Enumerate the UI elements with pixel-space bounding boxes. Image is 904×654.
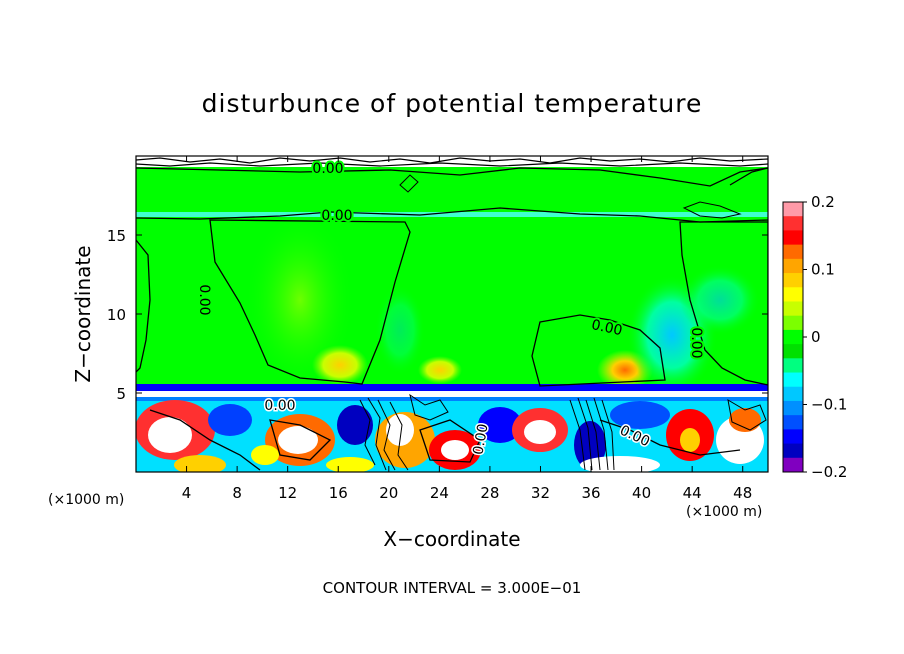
contour-lines bbox=[136, 167, 768, 471]
x-axis-unit: (×1000 m) bbox=[48, 492, 124, 508]
colorbar-tick-label: −0.2 bbox=[811, 463, 847, 481]
contour-line-bl-2 bbox=[269, 419, 332, 461]
x-tick-label: 4 bbox=[182, 484, 192, 502]
contour-interval-note: CONTOUR INTERVAL = 3.000E−01 bbox=[323, 579, 582, 597]
contour-label: 0.00 bbox=[312, 161, 343, 177]
colorbar-swatch bbox=[783, 216, 803, 231]
y-tick-label: 10 bbox=[107, 306, 126, 324]
colorbar-swatch bbox=[783, 273, 803, 288]
chart-title: disturbunce of potential temperature bbox=[202, 89, 703, 118]
contour-label: 0.00 bbox=[688, 327, 704, 358]
contour-line-right-cell bbox=[679, 221, 768, 386]
contour-line-bl-1 bbox=[149, 409, 261, 471]
contour-line-left-cell bbox=[209, 219, 411, 385]
field-top-contours bbox=[136, 157, 768, 167]
y-tick-label: 15 bbox=[107, 227, 126, 245]
field-cool-region bbox=[680, 265, 760, 335]
contour-line-bl-4 bbox=[599, 419, 741, 456]
x-tick-label: 40 bbox=[632, 484, 651, 502]
contour-line-bl-3 bbox=[419, 419, 481, 463]
contour-label: 0.00 bbox=[264, 398, 295, 414]
field-inversion-layer bbox=[136, 391, 768, 397]
colorbar-tick-label: 0 bbox=[811, 328, 821, 346]
x-tick-label: 8 bbox=[232, 484, 242, 502]
y-tick-label: 5 bbox=[116, 385, 126, 403]
z-axis-unit: (×1000 m) bbox=[686, 504, 762, 520]
field-cool-region bbox=[375, 285, 425, 375]
x-axis-label: X−coordinate bbox=[383, 527, 520, 551]
colorbar-swatch bbox=[783, 301, 803, 317]
y-axis-label: Z−coordinate bbox=[71, 245, 95, 382]
contour-line-left-edge bbox=[136, 239, 151, 373]
colorbar-swatch bbox=[783, 358, 803, 374]
field-tropopause-band bbox=[136, 212, 768, 217]
colorbar-swatch bbox=[783, 429, 803, 445]
colorbar-swatch bbox=[783, 202, 803, 217]
colorbar-tick-label: 0.1 bbox=[811, 261, 835, 279]
x-tick-label: 36 bbox=[581, 484, 600, 502]
field-warm-region bbox=[245, 210, 355, 390]
x-tick-label: 16 bbox=[329, 484, 348, 502]
contour-line-upper bbox=[136, 167, 768, 187]
y-axis-ticks: 5 10 15 bbox=[107, 227, 768, 403]
contour-line-tropopause bbox=[136, 207, 768, 223]
colorbar-swatch bbox=[783, 329, 803, 345]
contour-label: 0.00 bbox=[321, 208, 352, 224]
colorbar-swatch bbox=[783, 244, 803, 260]
colorbar-tick-label: 0.2 bbox=[811, 193, 835, 211]
contour-line-top-right bbox=[729, 167, 768, 186]
colorbar-swatch bbox=[783, 386, 803, 402]
colorbar-tick-label: −0.1 bbox=[811, 396, 847, 414]
colorbar-swatch bbox=[783, 258, 803, 274]
colorbar-swatch bbox=[783, 400, 803, 416]
plot-area: 0.00 0.00 0.00 0.00 0.00 0.00 0.00 0.00 bbox=[136, 156, 768, 472]
colorbar-swatch bbox=[783, 372, 803, 388]
field-inversion-layer bbox=[136, 397, 768, 401]
colorbar-swatch bbox=[783, 415, 803, 430]
field-inversion-layer bbox=[136, 384, 768, 391]
field-warm-region bbox=[312, 345, 368, 385]
contour-line-cluster bbox=[359, 174, 767, 471]
colorbar-swatch bbox=[783, 230, 803, 246]
colorbar-swatch bbox=[783, 315, 803, 331]
x-tick-label: 12 bbox=[278, 484, 297, 502]
x-tick-label: 32 bbox=[531, 484, 550, 502]
contour-label: 0.00 bbox=[196, 284, 212, 315]
colorbar-swatch bbox=[783, 344, 803, 359]
colorbar-swatch bbox=[783, 443, 803, 459]
colorbar-swatch bbox=[783, 457, 803, 473]
x-tick-label: 48 bbox=[733, 484, 752, 502]
x-tick-label: 24 bbox=[430, 484, 449, 502]
colorbar bbox=[782, 201, 804, 473]
x-tick-label: 20 bbox=[379, 484, 398, 502]
field-warm-region bbox=[418, 356, 462, 384]
colorbar-swatch bbox=[783, 287, 803, 302]
colorbar-ticks: 0.2 0.1 0 −0.1 −0.2 bbox=[803, 193, 847, 481]
field-top-band bbox=[136, 156, 768, 167]
x-tick-label: 28 bbox=[480, 484, 499, 502]
x-tick-label: 44 bbox=[683, 484, 702, 502]
x-axis-ticks: 4 8 12 16 20 24 28 32 36 40 44 48 bbox=[182, 156, 752, 502]
contour-line-mid-cell bbox=[531, 314, 666, 387]
